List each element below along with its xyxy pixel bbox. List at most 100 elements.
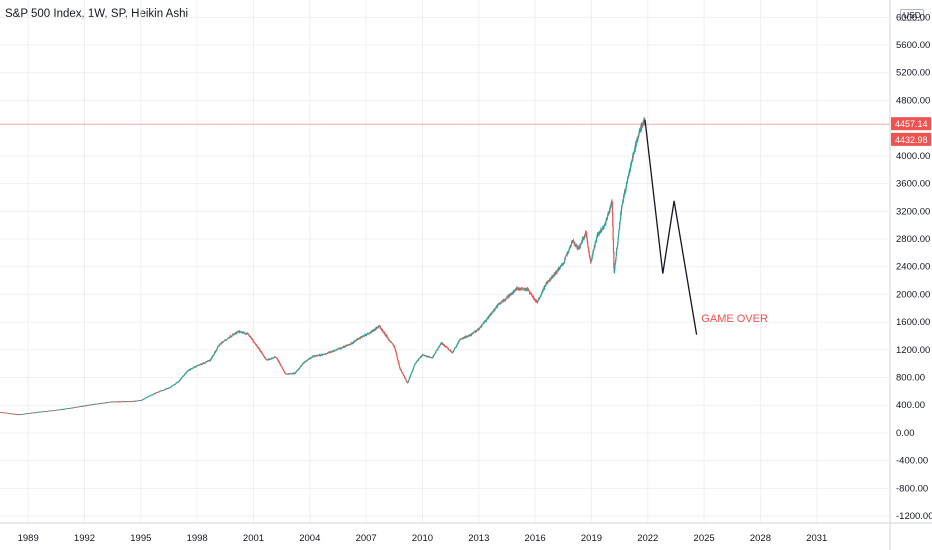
candle-body [394,346,396,349]
candle-body [369,332,371,334]
candle-body [390,341,392,343]
candle-body [409,377,411,378]
candle-body [377,326,380,328]
candle-body [502,300,504,302]
candle-body [282,368,284,370]
candle-body [447,347,449,349]
candle-body [591,255,593,259]
candle-body [554,272,556,276]
candle-body [408,380,410,381]
candle-body [231,335,233,337]
candle-body [181,377,183,378]
candle-body [334,350,336,352]
candle-body [532,296,534,298]
candle-body [643,119,645,122]
candle-body [260,351,263,353]
candle-body [585,231,588,237]
y-tick-label: 5600.00 [896,40,930,51]
candle-body [88,405,90,406]
x-tick-label: 2004 [299,533,320,544]
y-tick-label: 6000.00 [896,12,930,23]
candle-body [502,299,504,302]
projection-line[interactable] [644,119,698,335]
candle-body [589,256,591,259]
candle-body [637,137,639,139]
candle-body [379,326,381,329]
candle-body [212,355,214,357]
candle-body [185,372,187,374]
candle-body [408,378,410,381]
projection-polyline[interactable] [644,119,698,335]
candle-body [569,246,571,249]
candle-body [435,351,437,353]
x-axis[interactable]: 1989 1992 1995 1998 2001 2004 2007 2010 2013 2016… [0,522,932,544]
candle-body [492,310,494,312]
candle-body [446,347,448,349]
candle-body [564,258,566,262]
candle-body [628,173,630,175]
y-axis[interactable]: 6000.00 5600.00 5200.00 4800.00 4000.00 3600.… [889,0,932,550]
candle-body [251,338,253,340]
candle-body [518,288,520,290]
candle-body [189,369,191,371]
candle-body [616,247,618,252]
candle-body [361,336,364,337]
candle-body [415,362,417,364]
candle-body [380,328,382,330]
candle-body [300,365,303,367]
candle-body [494,308,496,310]
candle-body [524,288,526,291]
candle-body [595,237,598,242]
candle-body [454,348,456,349]
candle-body [525,288,528,291]
candle-body [213,354,215,356]
candle-body [512,291,514,293]
x-tick-label: 2031 [806,533,827,544]
candle-body [308,358,310,360]
candle-body [594,243,596,247]
candle-body [246,333,248,335]
y-tick-label: 3600.00 [896,179,930,190]
candle-body [526,288,528,291]
candle-body [567,251,569,255]
candle-body [384,333,386,336]
candle-body [101,403,103,404]
candle-body [383,332,386,334]
currency-label[interactable]: USD [900,9,924,21]
x-tick-label: 1992 [74,533,95,544]
candle-body [634,143,637,150]
candle-body [206,361,208,363]
candle-body [405,378,407,380]
candle-body [446,346,448,348]
candle-body [431,357,433,359]
candle-body [400,369,402,371]
x-tick-label: 1998 [187,533,208,544]
candle-body [208,360,210,362]
candle-body [434,353,436,355]
candle-body [440,343,442,345]
candle-body [396,356,398,359]
candle-body [517,287,519,289]
candle-body [539,296,542,297]
candle-body [135,401,137,402]
candle-body [216,348,218,350]
candle-body [256,346,259,348]
candle-body [269,358,271,360]
candle-body [560,265,562,267]
candle-body [331,351,334,353]
candle-body [365,335,367,336]
annotation-text[interactable]: GAME OVER [701,313,768,325]
candle-body [279,362,281,365]
candle-body [220,343,222,345]
candle-body [409,375,411,378]
candle-body [265,358,267,359]
candle-body [642,124,644,126]
candle-body [218,345,220,347]
candle-body [306,360,308,361]
candle-body [263,356,265,358]
candle-body [356,339,358,341]
candle-body [387,339,390,340]
candle-body [528,290,530,292]
candle-body [579,247,581,249]
